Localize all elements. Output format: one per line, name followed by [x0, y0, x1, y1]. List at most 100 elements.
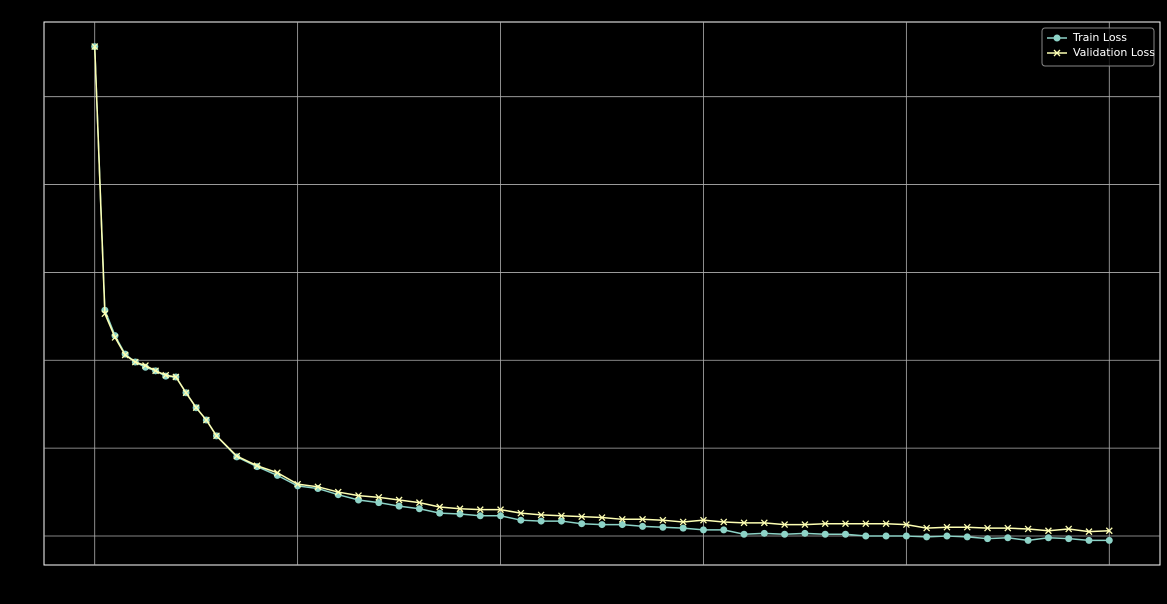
data-point: [862, 520, 870, 528]
data-point: [233, 452, 241, 460]
data-point: [537, 517, 545, 525]
marker-x: [192, 404, 200, 412]
plot-area: [43, 21, 1161, 566]
data-point: [557, 512, 565, 520]
data-point: [517, 509, 525, 517]
marker-x: [202, 416, 210, 424]
data-point: [760, 519, 768, 527]
marker-x: [902, 521, 910, 529]
data-point: [253, 462, 261, 470]
marker-x: [760, 519, 768, 527]
data-point: [902, 532, 910, 540]
data-point: [862, 532, 870, 540]
data-point: [842, 520, 849, 528]
data-point: [497, 506, 505, 514]
marker-x: [213, 432, 220, 440]
marker-x: [436, 503, 444, 511]
data-point: [1044, 534, 1052, 542]
marker-x: [294, 480, 302, 488]
data-point: [821, 520, 829, 528]
data-point: [537, 511, 545, 519]
marker-x: [355, 492, 362, 500]
data-point: [162, 371, 170, 379]
data-point: [1024, 525, 1032, 533]
marker-x: [639, 515, 647, 523]
data-point: [659, 516, 667, 524]
data-point: [395, 502, 403, 510]
data-point: [456, 510, 464, 518]
data-point: [1105, 527, 1113, 535]
data-point: [699, 516, 707, 524]
data-point: [1024, 536, 1032, 544]
marker-x: [537, 511, 545, 519]
data-point: [314, 483, 322, 491]
data-point: [1065, 535, 1073, 543]
data-point: [720, 526, 728, 534]
data-point: [375, 499, 383, 507]
data-point: [1004, 534, 1012, 542]
marker-x: [659, 516, 667, 524]
data-point: [943, 523, 951, 531]
data-point: [273, 469, 281, 477]
data-point: [963, 533, 971, 541]
marker-x: [1085, 528, 1093, 536]
marker-x: [375, 493, 383, 501]
data-point: [578, 513, 586, 521]
data-point: [902, 521, 910, 529]
marker-x: [182, 389, 190, 397]
data-point: [598, 521, 606, 529]
data-point: [841, 530, 849, 538]
marker-x: [923, 524, 931, 532]
data-point: [517, 516, 525, 524]
marker-x: [720, 518, 728, 526]
data-point: [111, 333, 119, 341]
data-point: [497, 512, 505, 520]
marker-x: [162, 371, 170, 379]
data-point: [618, 521, 626, 529]
legend-box: [1041, 27, 1155, 67]
marker-x: [517, 509, 525, 517]
data-point: [1004, 524, 1012, 532]
data-point: [923, 524, 931, 532]
data-point: [476, 506, 484, 514]
legend-label: Validation Loss: [1073, 46, 1155, 59]
data-point: [213, 432, 220, 440]
marker-x: [821, 520, 829, 528]
data-point: [152, 367, 160, 375]
data-point: [679, 518, 687, 526]
legend-label: Train Loss: [1072, 31, 1127, 44]
data-point: [984, 535, 992, 543]
data-point: [476, 512, 484, 520]
marker-x: [1044, 527, 1052, 535]
data-point: [334, 488, 342, 496]
marker-x: [801, 521, 809, 529]
data-point: [578, 520, 586, 528]
marker-x: [984, 524, 991, 532]
marker-x: [679, 518, 687, 526]
legend-marker: [1053, 49, 1061, 57]
data-point: [192, 404, 200, 412]
marker-x: [233, 452, 241, 460]
marker-x: [131, 358, 139, 366]
marker-x: [1065, 525, 1073, 533]
data-point: [618, 515, 626, 523]
marker-x: [101, 310, 109, 318]
data-point: [821, 530, 829, 538]
marker-x: [273, 469, 281, 477]
data-point: [1044, 527, 1052, 535]
data-point: [91, 43, 99, 51]
marker-x: [395, 496, 403, 504]
data-point: [557, 517, 565, 525]
marker-x: [781, 521, 789, 529]
marker-x: [740, 519, 748, 527]
data-point: [121, 351, 129, 359]
data-point: [801, 521, 809, 529]
data-point: [923, 533, 931, 541]
legend-marker: [1053, 34, 1061, 42]
marker-x: [1105, 527, 1113, 535]
data-point: [355, 492, 362, 500]
data-point: [1105, 536, 1113, 544]
data-point: [882, 520, 890, 528]
